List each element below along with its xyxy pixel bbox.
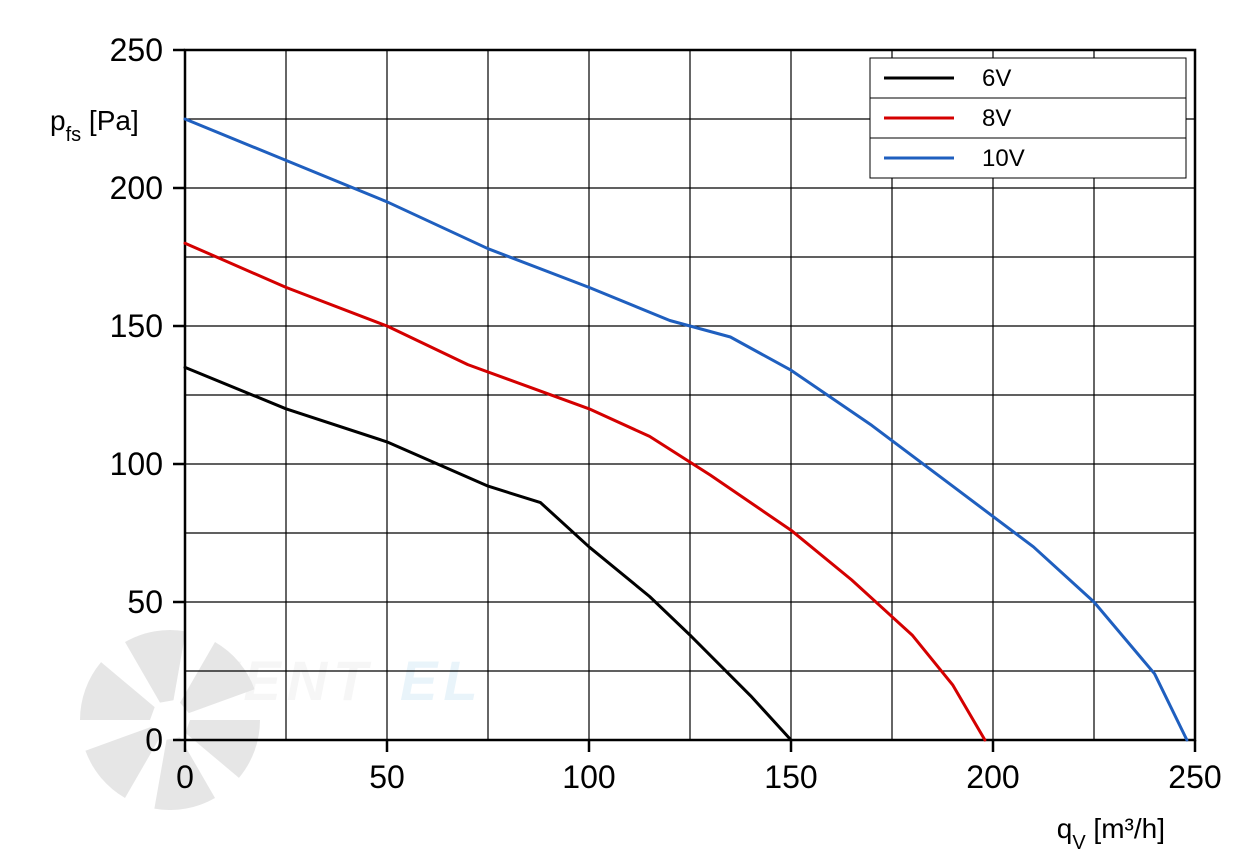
y-tick-label: 100 — [110, 446, 163, 482]
legend-label: 6V — [982, 65, 1011, 92]
y-tick-label: 250 — [110, 32, 163, 68]
y-tick-label: 200 — [110, 170, 163, 206]
legend-label: 10V — [982, 145, 1025, 172]
watermark-text-1: VENT — [200, 649, 373, 712]
legend-label: 8V — [982, 105, 1011, 132]
y-tick-label: 50 — [127, 584, 163, 620]
x-tick-label: 100 — [562, 759, 615, 795]
y-tick-label: 150 — [110, 308, 163, 344]
x-tick-label: 0 — [176, 759, 194, 795]
y-tick-label: 0 — [145, 722, 163, 758]
watermark-text-2: EL — [400, 649, 484, 712]
legend: 6V 8V 10V — [870, 58, 1186, 178]
x-tick-label: 200 — [966, 759, 1019, 795]
fan-curve-chart: VENTEL050100150200250050100150200250pfs … — [0, 0, 1243, 868]
x-tick-label: 150 — [764, 759, 817, 795]
x-tick-label: 250 — [1168, 759, 1221, 795]
x-tick-label: 50 — [369, 759, 405, 795]
chart-svg: VENTEL050100150200250050100150200250pfs … — [0, 0, 1243, 868]
